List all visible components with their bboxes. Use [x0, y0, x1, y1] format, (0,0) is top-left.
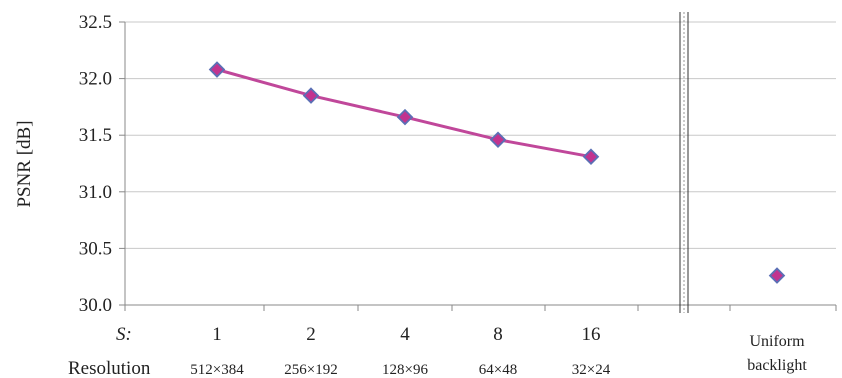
- y-tick-label: 30.0: [79, 295, 112, 316]
- data-point: [489, 131, 507, 149]
- category-label: 1: [212, 324, 222, 345]
- y-tick-label: 31.5: [79, 125, 112, 146]
- resolution-label: 32×24: [572, 362, 611, 378]
- category-label: 2: [306, 324, 316, 345]
- resolution-label: 512×384: [190, 362, 244, 378]
- resolution-row-label: Resolution: [68, 358, 151, 378]
- uniform-label-line1: Uniform: [749, 333, 805, 350]
- y-axis-label: PSNR [dB]: [14, 120, 35, 207]
- axes: [119, 21, 837, 311]
- data-point: [396, 108, 414, 126]
- axis-break: [679, 12, 689, 313]
- category-labels: 1 512×384 2 256×192 4 128×96 8 64×48 16 32×24: [190, 324, 610, 378]
- data-points: [208, 61, 786, 284]
- data-point: [302, 87, 320, 104]
- y-tick-label: 32.0: [79, 69, 112, 90]
- resolution-label: 256×192: [284, 362, 337, 378]
- y-tick-label: 31.0: [79, 182, 112, 203]
- resolution-label: 64×48: [479, 362, 517, 378]
- y-tick-label: 30.5: [79, 238, 112, 259]
- category-label: 16: [582, 324, 601, 345]
- uniform-label-line2: backlight: [747, 357, 807, 374]
- uniform-backlight-point: [768, 267, 786, 284]
- resolution-label: 128×96: [382, 362, 428, 378]
- data-point: [208, 61, 226, 78]
- category-label: 8: [493, 324, 503, 345]
- category-label: 4: [400, 324, 410, 345]
- y-tick-labels: 30.0 30.5 31.0 31.5 32.0 32.5: [79, 12, 112, 316]
- data-point: [582, 148, 600, 165]
- s-row-label: S:: [116, 324, 132, 345]
- y-tick-label: 32.5: [79, 12, 112, 33]
